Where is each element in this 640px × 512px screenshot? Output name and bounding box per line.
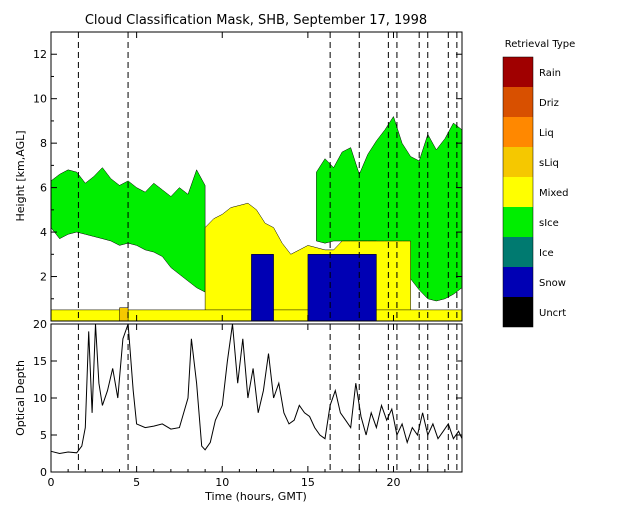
legend-label-driz: Driz <box>539 98 559 109</box>
od-y-tick-label: 20 <box>33 318 47 331</box>
retrieval-type-legend: Retrieval Type Rain Driz Liq sLiq Mixed sIce I… <box>502 39 576 328</box>
legend-swatch-ice <box>503 237 533 267</box>
legend-swatch-driz <box>503 87 533 117</box>
mask-region-snow <box>307 254 377 322</box>
od-y-ticks: 0 5 10 15 20 <box>33 318 462 479</box>
legend-label-sliq: sLiq <box>539 158 559 169</box>
mask-y-tick-label: 4 <box>40 226 47 239</box>
mask-dashed-lines <box>77 32 458 321</box>
mask-y-tick-label: 12 <box>33 48 47 61</box>
mask-y-tick-label: 6 <box>40 182 47 195</box>
legend-title: Retrieval Type <box>505 39 576 50</box>
legend-swatch-sice <box>503 207 533 237</box>
od-x-tick-label: 0 <box>48 476 55 489</box>
legend-label-snow: Snow <box>539 278 566 289</box>
legend-label-mixed: Mixed <box>539 188 569 199</box>
chart-title: Cloud Classification Mask, SHB, Septembe… <box>85 13 427 28</box>
od-y-tick-label: 10 <box>33 392 47 405</box>
od-x-tick-label: 10 <box>215 476 229 489</box>
legend-swatch-snow <box>503 267 533 297</box>
od-y-tick-label: 5 <box>40 429 47 442</box>
legend-frame <box>502 56 534 328</box>
od-y-tick-label: 0 <box>40 466 47 479</box>
mask-region-snow <box>251 254 274 322</box>
mask-y-tick-label: 10 <box>33 93 47 106</box>
legend-swatch-mixed <box>503 177 533 207</box>
optical-depth-panel: 0 5 10 15 20 0 5 10 15 20 Optical Depth Time (ho… <box>14 318 463 503</box>
classification-mask-panel: 2 4 6 8 10 12 Height [km,AGL] <box>14 31 463 322</box>
optical-depth-line <box>50 323 463 455</box>
od-x-axis-label: Time (hours, GMT) <box>204 490 307 503</box>
legend-label-rain: Rain <box>539 68 561 79</box>
mask-regions <box>50 115 463 322</box>
od-x-tick-label: 20 <box>387 476 401 489</box>
legend-label-sice: sIce <box>539 218 559 229</box>
mask-y-tick-label: 8 <box>40 137 47 150</box>
mask-y-ticks: 2 4 6 8 10 12 <box>33 31 462 321</box>
legend-label-uncrt: Uncrt <box>539 308 566 319</box>
mask-y-axis-label: Height [km,AGL] <box>14 130 27 221</box>
mask-region-sliq <box>119 307 129 322</box>
legend-swatch-liq <box>503 117 533 147</box>
od-y-tick-label: 15 <box>33 355 47 368</box>
od-x-tick-label: 5 <box>133 476 140 489</box>
legend-swatch-uncrt <box>503 297 533 327</box>
legend-label-ice: Ice <box>539 248 554 259</box>
od-x-tick-label: 15 <box>301 476 315 489</box>
od-dashed-lines <box>77 324 458 472</box>
od-x-ticks: 0 5 10 15 20 <box>48 324 446 489</box>
legend-swatch-rain <box>503 57 533 87</box>
mask-y-tick-label: 2 <box>40 271 47 284</box>
legend-label-liq: Liq <box>539 128 554 139</box>
od-y-axis-label: Optical Depth <box>14 360 27 436</box>
legend-swatch-sliq <box>503 147 533 177</box>
mask-plot-frame <box>50 31 463 322</box>
